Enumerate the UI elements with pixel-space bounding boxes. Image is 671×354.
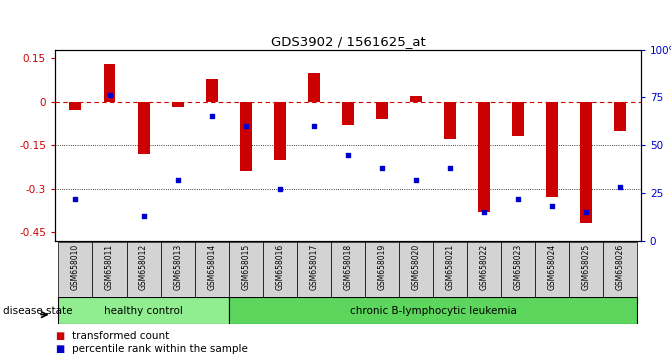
Bar bbox=[444, 102, 456, 139]
Bar bbox=[127, 242, 160, 297]
Bar bbox=[70, 102, 81, 110]
Bar bbox=[478, 102, 490, 212]
Bar bbox=[229, 242, 263, 297]
Text: GSM658014: GSM658014 bbox=[207, 244, 216, 290]
Text: GSM658015: GSM658015 bbox=[242, 244, 250, 290]
Text: GSM658010: GSM658010 bbox=[71, 244, 80, 290]
Text: transformed count: transformed count bbox=[72, 331, 169, 341]
Text: disease state: disease state bbox=[3, 306, 73, 316]
Bar bbox=[376, 102, 388, 119]
Bar bbox=[365, 242, 399, 297]
Text: ■: ■ bbox=[55, 344, 64, 354]
Bar bbox=[138, 102, 150, 154]
Point bbox=[513, 196, 523, 201]
Bar bbox=[615, 102, 626, 131]
Text: GSM658026: GSM658026 bbox=[616, 244, 625, 290]
Bar bbox=[342, 102, 354, 125]
Bar bbox=[569, 242, 603, 297]
Bar bbox=[535, 242, 569, 297]
Bar bbox=[512, 102, 524, 136]
Bar bbox=[172, 102, 184, 108]
Bar bbox=[240, 102, 252, 171]
Bar bbox=[160, 242, 195, 297]
Point bbox=[104, 93, 115, 98]
Point bbox=[615, 184, 626, 190]
Text: GSM658011: GSM658011 bbox=[105, 244, 114, 290]
Bar bbox=[546, 102, 558, 197]
Point bbox=[376, 165, 387, 171]
Point bbox=[547, 204, 558, 209]
Bar bbox=[331, 242, 365, 297]
Bar bbox=[580, 102, 592, 223]
Bar bbox=[274, 102, 286, 160]
Text: GSM658017: GSM658017 bbox=[309, 244, 318, 290]
Point bbox=[342, 152, 353, 158]
Text: GSM658021: GSM658021 bbox=[446, 244, 454, 290]
Bar bbox=[297, 242, 331, 297]
Bar bbox=[93, 242, 127, 297]
Point bbox=[581, 209, 592, 215]
Bar bbox=[410, 96, 422, 102]
Bar bbox=[229, 297, 637, 324]
Bar bbox=[58, 242, 93, 297]
Point bbox=[411, 177, 421, 182]
Text: GSM658023: GSM658023 bbox=[514, 244, 523, 290]
Point bbox=[206, 114, 217, 119]
Text: GSM658022: GSM658022 bbox=[480, 244, 488, 290]
Title: GDS3902 / 1561625_at: GDS3902 / 1561625_at bbox=[270, 35, 425, 48]
Point bbox=[445, 165, 456, 171]
Text: chronic B-lymphocytic leukemia: chronic B-lymphocytic leukemia bbox=[350, 306, 517, 316]
Bar bbox=[501, 242, 535, 297]
Bar bbox=[399, 242, 433, 297]
Text: GSM658016: GSM658016 bbox=[275, 244, 285, 290]
Text: percentile rank within the sample: percentile rank within the sample bbox=[72, 344, 248, 354]
Point bbox=[70, 196, 81, 201]
Text: GSM658013: GSM658013 bbox=[173, 244, 182, 290]
Text: healthy control: healthy control bbox=[104, 306, 183, 316]
Text: GSM658025: GSM658025 bbox=[582, 244, 590, 290]
Bar bbox=[103, 64, 115, 102]
Point bbox=[240, 123, 251, 129]
Text: GSM658018: GSM658018 bbox=[344, 244, 352, 290]
Text: GSM658020: GSM658020 bbox=[411, 244, 421, 290]
Text: GSM658024: GSM658024 bbox=[548, 244, 557, 290]
Point bbox=[274, 186, 285, 192]
Bar bbox=[433, 242, 467, 297]
Bar bbox=[467, 242, 501, 297]
Bar bbox=[206, 79, 217, 102]
Bar bbox=[603, 242, 637, 297]
Bar bbox=[195, 242, 229, 297]
Text: GSM658019: GSM658019 bbox=[378, 244, 386, 290]
Text: ■: ■ bbox=[55, 331, 64, 341]
Text: GSM658012: GSM658012 bbox=[139, 244, 148, 290]
Point bbox=[172, 177, 183, 182]
Bar bbox=[58, 297, 229, 324]
Point bbox=[138, 213, 149, 219]
Bar bbox=[263, 242, 297, 297]
Bar bbox=[308, 73, 320, 102]
Point bbox=[479, 209, 490, 215]
Point bbox=[309, 123, 319, 129]
